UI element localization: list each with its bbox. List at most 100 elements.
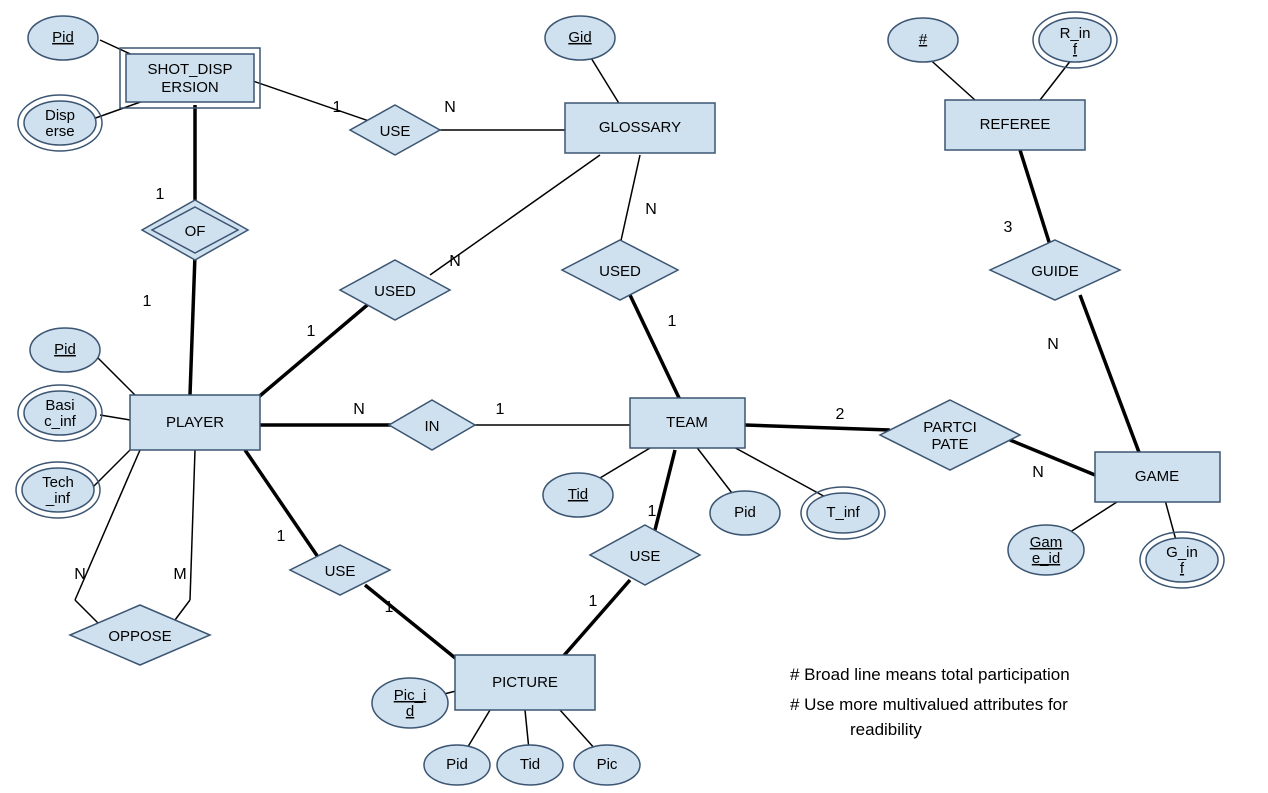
svg-text:SHOT_DISP: SHOT_DISP <box>147 61 232 78</box>
attr-pic-picid: Pic_i d <box>372 678 448 728</box>
card-tm-part: 2 <box>836 406 845 423</box>
card-tm-use3: 1 <box>648 503 657 520</box>
attr-pic-tid: Tid <box>497 745 563 785</box>
entity-glossary: GLOSSARY <box>565 103 715 153</box>
card-pl-use2: 1 <box>277 528 286 545</box>
card-pl-in: N <box>353 401 365 418</box>
svg-text:ERSION: ERSION <box>161 79 219 96</box>
rel-guide: GUIDE <box>990 240 1120 300</box>
svg-text:d: d <box>406 703 414 720</box>
entity-player: PLAYER <box>130 395 260 450</box>
card-gl-use: N <box>444 99 456 116</box>
edge <box>190 450 195 600</box>
rel-used-gl-tm: USED <box>562 240 678 300</box>
card-pl-opp-m: M <box>173 566 186 583</box>
svg-text:GAME: GAME <box>1135 468 1179 485</box>
svg-text:Pic_i: Pic_i <box>394 687 427 704</box>
svg-text:Pid: Pid <box>52 29 74 46</box>
attr-pic-pid: Pid <box>424 745 490 785</box>
note-line-3: readibility <box>850 720 922 740</box>
edge <box>620 155 640 245</box>
svg-text:Basi: Basi <box>45 397 74 414</box>
edge-total <box>630 295 680 400</box>
card-gl-used2: N <box>645 201 657 218</box>
card-sd-of: 1 <box>156 186 165 203</box>
svg-text:USE: USE <box>630 548 661 565</box>
svg-text:PICTURE: PICTURE <box>492 674 558 691</box>
edge <box>95 355 140 400</box>
edge <box>100 415 130 420</box>
entity-game: GAME <box>1095 452 1220 502</box>
svg-text:Gam: Gam <box>1030 534 1063 551</box>
rel-in: IN <box>389 400 475 450</box>
svg-text:Tid: Tid <box>520 756 540 773</box>
svg-text:c_inf: c_inf <box>44 413 77 430</box>
rel-use-pl-pic: USE <box>290 545 390 595</box>
edge-total <box>255 290 385 400</box>
card-pl-used1: 1 <box>307 323 316 340</box>
edge <box>90 445 135 490</box>
card-pic-use2: 1 <box>385 599 394 616</box>
rel-of: OF <box>142 200 248 260</box>
svg-text:USE: USE <box>325 563 356 580</box>
svg-text:Tid: Tid <box>568 486 588 503</box>
edge-total <box>560 580 630 660</box>
rel-use-sd-gl: USE <box>350 105 440 155</box>
svg-text:PARTCI: PARTCI <box>923 419 977 436</box>
attr-gm-ginf: G_in f <box>1140 532 1224 588</box>
svg-text:USE: USE <box>380 123 411 140</box>
svg-text:R_in: R_in <box>1060 25 1091 42</box>
attr-ref-num: # <box>888 18 958 62</box>
attr-tm-pid: Pid <box>710 491 780 535</box>
svg-text:T_inf: T_inf <box>826 504 860 521</box>
svg-text:OPPOSE: OPPOSE <box>108 628 171 645</box>
attr-pl-basic: Basi c_inf <box>18 385 102 441</box>
edge <box>175 600 190 620</box>
svg-text:_inf: _inf <box>45 490 71 507</box>
svg-text:erse: erse <box>45 123 74 140</box>
svg-text:TEAM: TEAM <box>666 414 708 431</box>
attr-tm-tinf: T_inf <box>801 487 885 539</box>
svg-text:USED: USED <box>599 263 641 280</box>
rel-participate: PARTCI PATE <box>880 400 1020 470</box>
svg-text:GLOSSARY: GLOSSARY <box>599 119 681 136</box>
svg-text:Tech: Tech <box>42 474 74 491</box>
rel-oppose: OPPOSE <box>70 605 210 665</box>
card-gl-used1: N <box>449 253 461 270</box>
attr-ref-rinf: R_in f <box>1033 12 1117 68</box>
svg-text:OF: OF <box>185 223 206 240</box>
card-gm-part: N <box>1032 464 1044 481</box>
attr-sd-pid: Pid <box>28 16 98 60</box>
card-ref-guide: 3 <box>1004 219 1013 236</box>
svg-text:GUIDE: GUIDE <box>1031 263 1079 280</box>
note-line-1: # Broad line means total participation <box>790 665 1070 685</box>
entity-shot-dispersion: SHOT_DISP ERSION <box>120 48 260 108</box>
card-sd-use: 1 <box>333 99 342 116</box>
attr-tm-tid: Tid <box>543 473 613 517</box>
entity-team: TEAM <box>630 398 745 448</box>
svg-text:IN: IN <box>425 418 440 435</box>
attr-sd-disperse: Disp erse <box>18 95 102 151</box>
edge-total <box>1080 295 1140 455</box>
svg-text:PATE: PATE <box>932 436 969 453</box>
svg-text:#: # <box>919 31 928 48</box>
attr-gm-gameid: Gam e_id <box>1008 525 1084 575</box>
attr-gl-gid: Gid <box>545 16 615 60</box>
rel-use-tm-pic: USE <box>590 525 700 585</box>
entity-referee: REFEREE <box>945 100 1085 150</box>
attr-pl-pid: Pid <box>30 328 100 372</box>
note-line-2: # Use more multivalued attributes for <box>790 695 1068 715</box>
svg-text:Pid: Pid <box>734 504 756 521</box>
svg-text:Pid: Pid <box>54 341 76 358</box>
card-pic-use3: 1 <box>589 593 598 610</box>
svg-text:REFEREE: REFEREE <box>980 116 1051 133</box>
edge-total <box>745 425 890 430</box>
er-diagram: SHOT_DISP ERSION GLOSSARY REFEREE PLAYER… <box>0 0 1268 793</box>
card-pl-of: 1 <box>143 293 152 310</box>
rel-used-pl-gl: USED <box>340 260 450 320</box>
attr-pic-pic: Pic <box>574 745 640 785</box>
svg-text:Pic: Pic <box>597 756 618 773</box>
attr-pl-tech: Tech _inf <box>16 462 100 518</box>
svg-text:Disp: Disp <box>45 107 75 124</box>
svg-text:G_in: G_in <box>1166 544 1198 561</box>
